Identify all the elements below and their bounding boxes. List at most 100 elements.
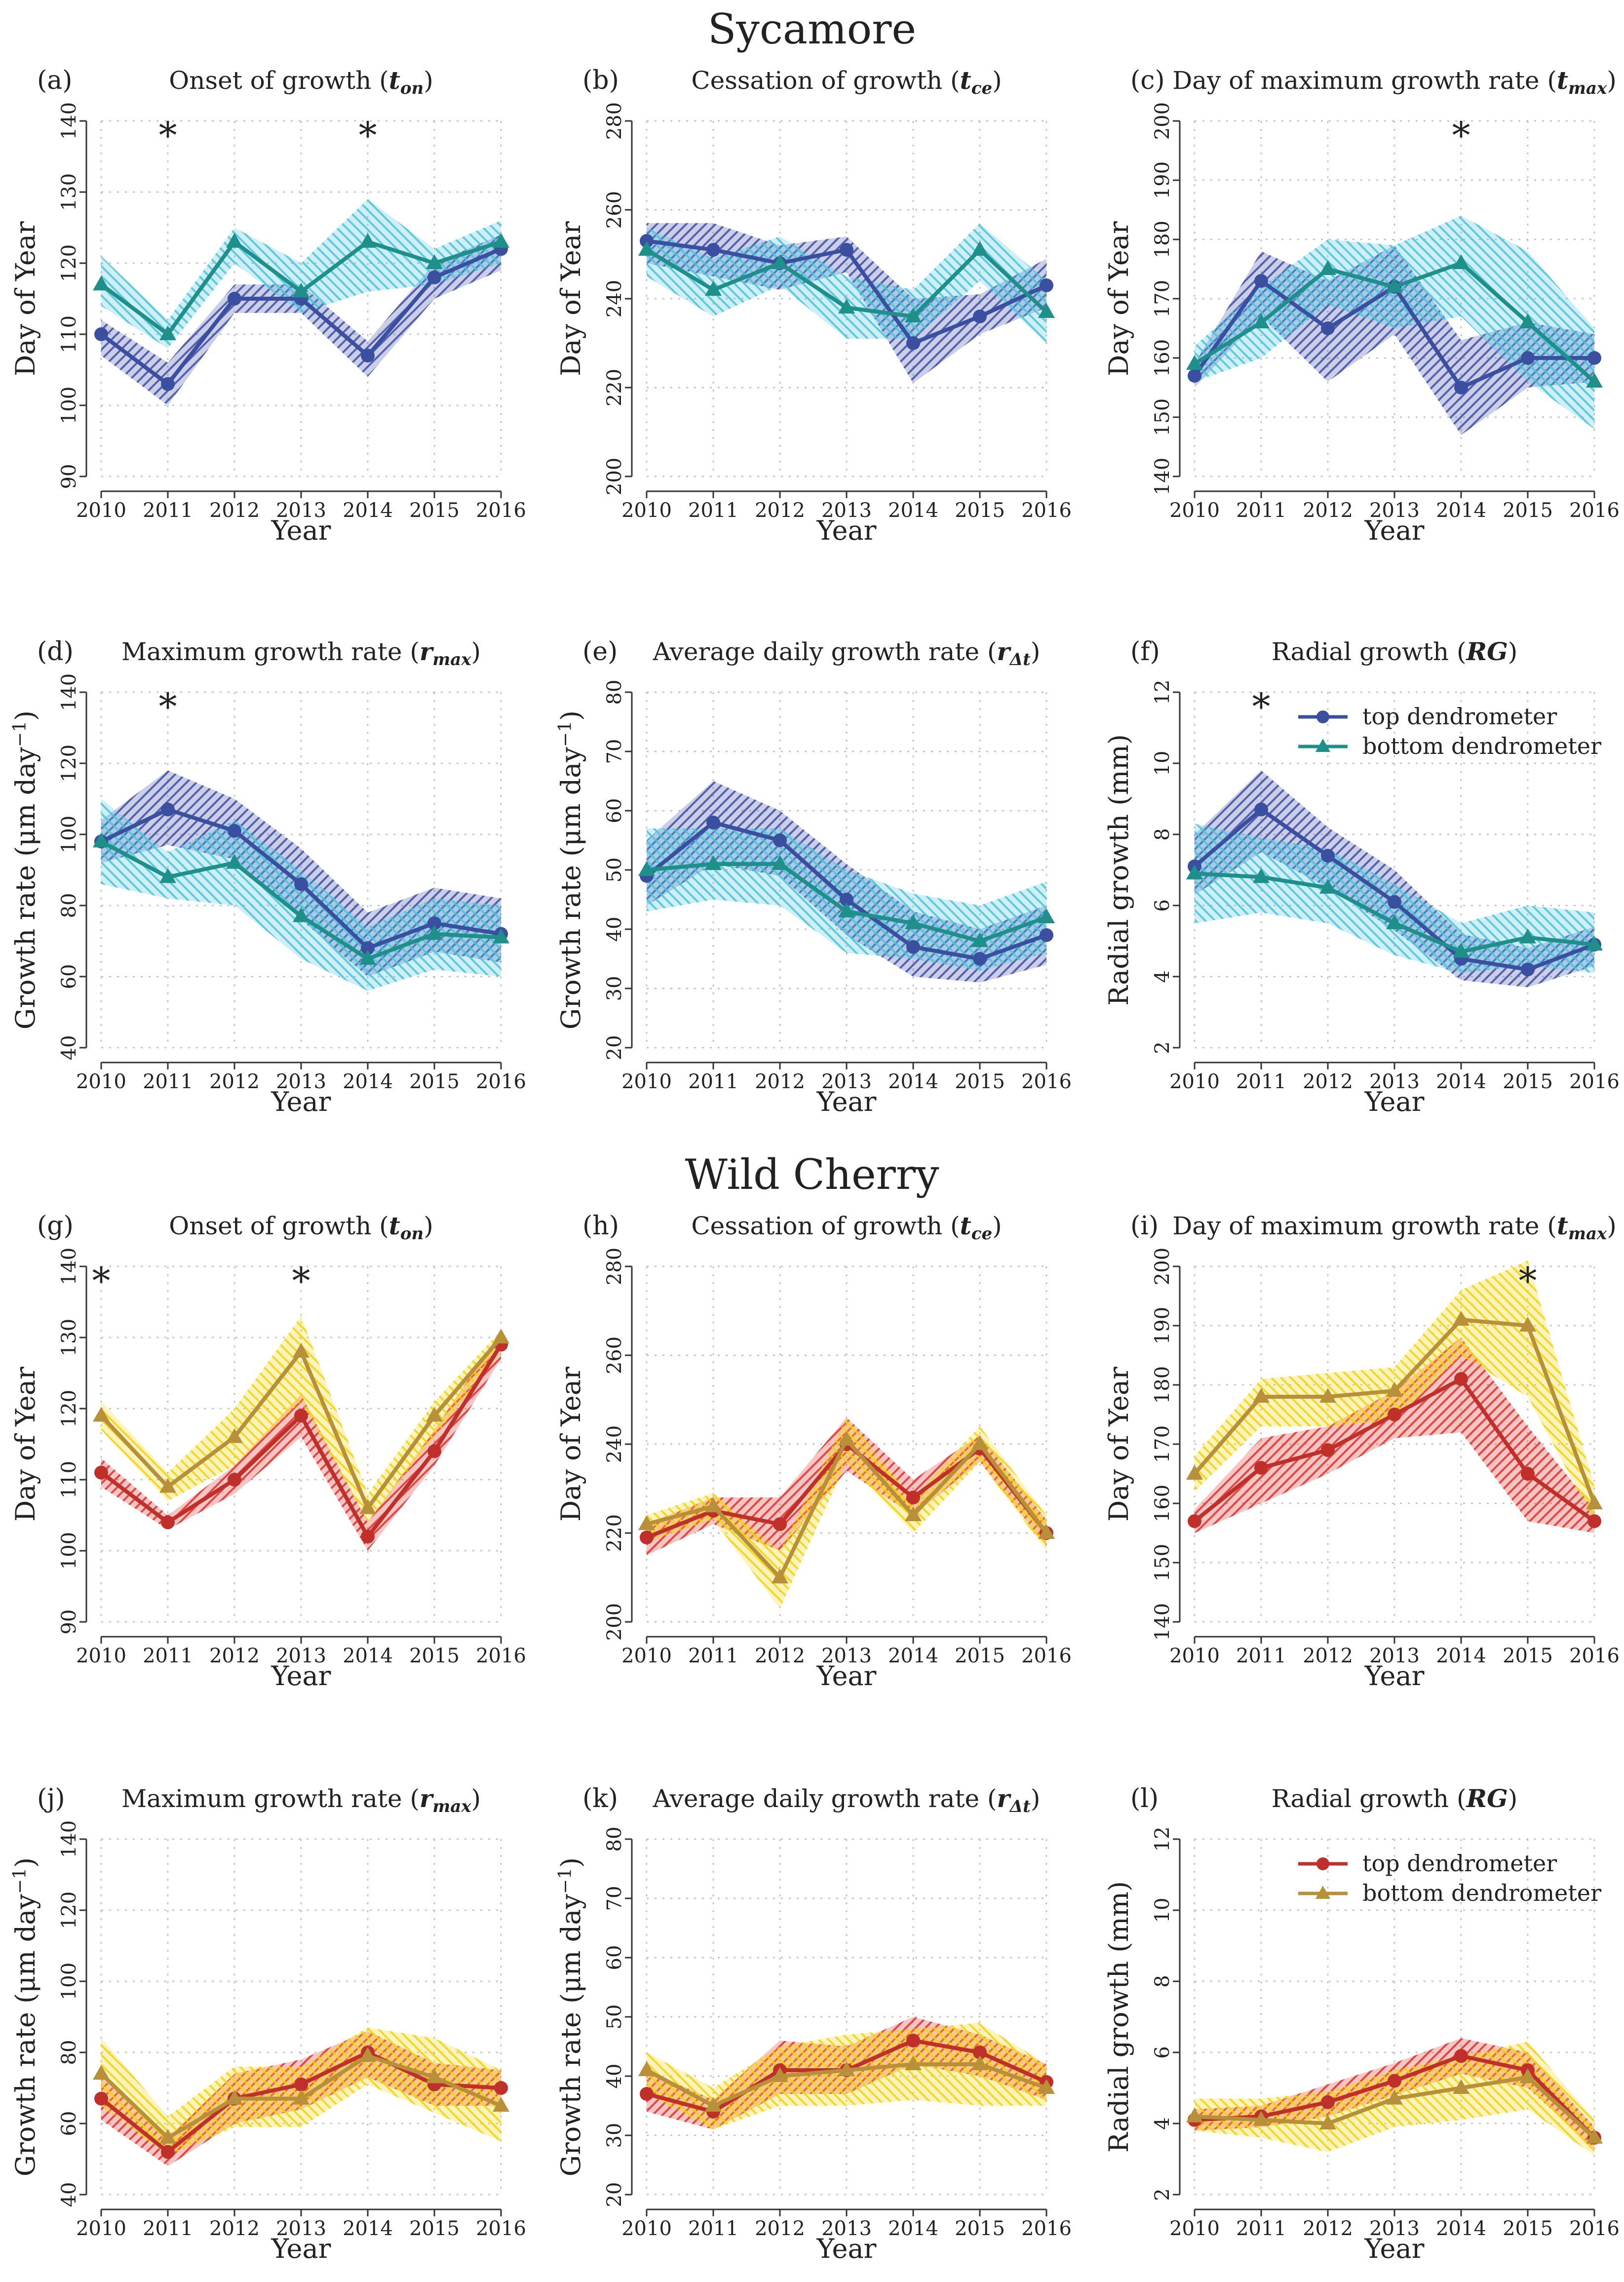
panel-e-bottom-point xyxy=(971,932,988,947)
sycamore-section-title: Sycamore xyxy=(708,5,916,53)
panel-e-bottom-point xyxy=(772,855,788,870)
panel-a-bottom-point xyxy=(93,275,110,291)
panel-d-xtick-label: 2011 xyxy=(143,1070,193,1093)
panel-d-xtick-label: 2016 xyxy=(476,1070,526,1093)
panel-e-top-point xyxy=(773,833,787,847)
panel-h-bottom-point xyxy=(638,1515,655,1530)
panel-c-bottom-point xyxy=(1453,254,1469,269)
panel-j-ytick-label: 140 xyxy=(58,1820,80,1858)
panel-d-bottom-point xyxy=(93,832,110,848)
panel-l-ytick-label: 6 xyxy=(1151,2046,1174,2058)
panel-c-bottom-point xyxy=(1519,314,1536,328)
panel-b-bottom-point xyxy=(838,299,855,314)
panel-k-bottom-point xyxy=(838,2061,855,2076)
panel-l-bottom-point xyxy=(1253,2111,1270,2126)
panel-e-letter: (e) xyxy=(582,637,618,667)
panel-j-xtick-label: 2016 xyxy=(476,2217,526,2240)
panel-f-bottom-point xyxy=(1453,943,1469,958)
panel-h-letter: (h) xyxy=(582,1211,619,1241)
panel-c-bottom-point xyxy=(1186,355,1203,370)
panel-g-x-title: Year xyxy=(271,1660,331,1692)
panel-b-ytick-label: 200 xyxy=(603,458,626,495)
panel-g-ytick-label: 130 xyxy=(58,1319,80,1356)
panel-a-letter: (a) xyxy=(37,66,73,95)
panel-g-xtick-label: 2016 xyxy=(476,1645,526,1667)
panel-d-ytick-label: 40 xyxy=(58,1035,80,1061)
panel-i-letter: (i) xyxy=(1130,1211,1159,1241)
panel-j-top-point xyxy=(294,2077,308,2091)
panel-k-bottom-point xyxy=(971,2055,988,2070)
panel-e-ytick-label: 20 xyxy=(603,1035,626,1061)
panel-a-xtick-label: 2010 xyxy=(76,499,126,522)
panel-a-top-point xyxy=(161,377,175,391)
panel-f-top-band xyxy=(1195,770,1594,987)
panel-h-xtick-label: 2013 xyxy=(821,1645,872,1667)
panel-d-bottom-point xyxy=(293,907,309,922)
panel-d-top-point xyxy=(228,824,241,838)
panel-e-top-point xyxy=(973,952,987,966)
panel-c-xtick-label: 2010 xyxy=(1169,499,1220,522)
panel-e-ytick-label: 70 xyxy=(603,739,626,764)
panel-i-bottom-point xyxy=(1319,1388,1336,1403)
panel-f-bottom-point xyxy=(1253,868,1270,883)
panel-f-legend-top-marker xyxy=(1316,710,1329,723)
panel-a: (a) Onset of growth (ton) 90 100 110 120 130 14… xyxy=(10,66,526,546)
panel-i-top-point xyxy=(1587,1514,1601,1528)
panel-k-ytick-label: 50 xyxy=(603,2005,626,2030)
panel-k-ytick-label: 30 xyxy=(603,2123,626,2148)
panel-h-ytick-label: 260 xyxy=(603,1337,626,1374)
panel-k-letter: (k) xyxy=(582,1784,618,1813)
panel-d-bottom-point xyxy=(426,925,443,940)
panel-f-letter: (f) xyxy=(1130,637,1160,667)
panel-g-top-point xyxy=(228,1473,241,1487)
panel-i-top-point xyxy=(1188,1514,1201,1528)
panel-b-xtick-label: 2012 xyxy=(755,499,805,522)
panel-l-ytick-label: 10 xyxy=(1151,1898,1174,1923)
panel-d-ytick-label: 100 xyxy=(58,816,80,853)
panel-f-xtick-label: 2016 xyxy=(1569,1070,1620,1093)
panel-g-bottom-point xyxy=(226,1428,243,1443)
panel-e-top-point xyxy=(906,940,920,954)
panel-h-xtick-label: 2010 xyxy=(621,1645,672,1667)
panel-h-xtick-label: 2012 xyxy=(755,1645,805,1667)
panel-a-x-title: Year xyxy=(271,515,331,546)
panel-a-xtick-label: 2014 xyxy=(343,499,393,522)
panel-i-ytick-label: 190 xyxy=(1151,1307,1174,1344)
panel-a-bottom-point xyxy=(359,233,376,248)
panel-k-title: Average daily growth rate (rΔt) xyxy=(653,1784,1041,1816)
panel-c-y-title: Day of Year xyxy=(1103,221,1134,376)
panel-g-ytick-label: 100 xyxy=(58,1532,80,1570)
panel-g-title: Onset of growth (ton) xyxy=(169,1211,433,1244)
panel-i-xtick-label: 2012 xyxy=(1303,1645,1353,1667)
panel-h-ytick-label: 280 xyxy=(603,1248,626,1285)
panel-l-bottom-point xyxy=(1519,2068,1536,2084)
panel-d-xtick-label: 2010 xyxy=(76,1070,126,1093)
panel-a-top-point xyxy=(427,270,441,284)
panel-i-bottom-point xyxy=(1186,1465,1203,1480)
panel-l-legend-bottom-marker xyxy=(1315,1886,1330,1899)
panel-f-xtick-label: 2015 xyxy=(1503,1070,1553,1093)
panel-l-xtick-label: 2010 xyxy=(1169,2217,1220,2240)
panel-a-top-point xyxy=(361,349,375,363)
panel-i-ytick-label: 140 xyxy=(1151,1603,1174,1641)
panel-b-xtick-label: 2014 xyxy=(888,499,938,522)
panel-l: (l) Radial growth (RG) 2 4 6 8 10 12 2010 2011 201… xyxy=(1103,1784,1620,2264)
panel-b-xtick-label: 2013 xyxy=(821,499,872,522)
panel-c-ytick-label: 160 xyxy=(1151,339,1174,377)
panel-k: (k) Average daily growth rate (rΔt) 20 30 40… xyxy=(555,1784,1072,2264)
panel-e-ytick-label: 30 xyxy=(603,976,626,1001)
panel-k-grid xyxy=(646,1838,1047,2196)
panel-g-bottom-band xyxy=(101,1316,501,1523)
panel-a-ytick-label: 120 xyxy=(58,244,80,282)
panel-e-xtick-label: 2016 xyxy=(1021,1070,1072,1093)
panel-l-letter: (l) xyxy=(1130,1784,1159,1813)
panel-k-xtick-label: 2010 xyxy=(621,2217,672,2240)
panel-i-top-point xyxy=(1388,1408,1401,1421)
panel-h-xtick-label: 2014 xyxy=(888,1645,938,1667)
panel-e-ytick-label: 60 xyxy=(603,798,626,824)
panel-g-y-title: Day of Year xyxy=(10,1367,41,1522)
panel-c-top-point xyxy=(1587,351,1601,365)
panel-j-bottom-point xyxy=(159,2128,176,2144)
panel-d: (d) Maximum growth rate (rmax) 40 60 80 100 12… xyxy=(10,637,526,1117)
panel-g-significance-star: * xyxy=(92,1260,111,1302)
